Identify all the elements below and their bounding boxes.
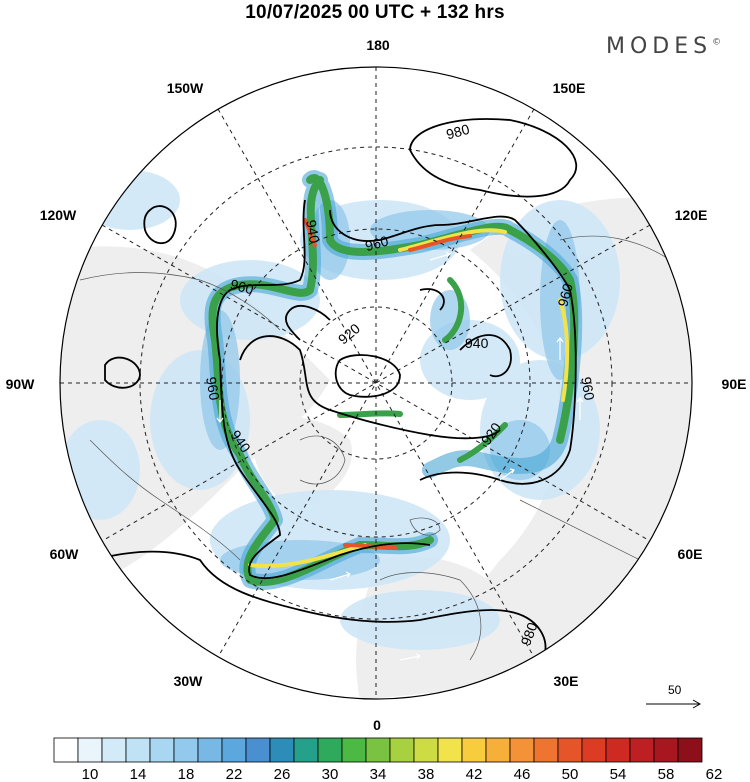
colorbar-swatch: [605, 737, 631, 763]
colorbar-swatch: [557, 737, 583, 763]
lon-label-90w: 90W: [6, 376, 36, 392]
lon-label-150e: 150E: [553, 80, 586, 96]
colorbar-tick-label: 62: [706, 766, 723, 782]
colorbar-tick-label: 10: [82, 766, 99, 782]
colorbar-tick-label: 50: [562, 766, 579, 782]
contour-label: 960: [554, 282, 576, 309]
colorbar-tick-label: 26: [274, 766, 291, 782]
brand-logo: MODES©: [606, 34, 721, 59]
graticule: [60, 67, 692, 699]
colorbar-tick-label: 38: [418, 766, 435, 782]
colorbar-swatch: [149, 737, 175, 763]
colorbar-swatch: [245, 737, 271, 763]
colorbar-tick-label: 42: [466, 766, 483, 782]
lon-label-60w: 60W: [50, 546, 80, 562]
colorbar-swatch: [125, 737, 151, 763]
colorbar-swatch: [365, 737, 391, 763]
map-layers: [60, 67, 692, 699]
lon-label-120w: 120W: [40, 207, 77, 223]
colorbar-swatch: [581, 737, 607, 763]
colorbar-swatch: [77, 737, 103, 763]
contour-label: 940: [465, 335, 489, 351]
contour-label: 980: [444, 121, 471, 143]
colorbar-swatch: [293, 737, 319, 763]
reference-vector-label: 50: [668, 683, 682, 697]
colorbar-labels: 10141822263034384246505458626670: [82, 766, 723, 782]
colorbar-swatch: [461, 737, 487, 763]
lon-label-90e: 90E: [722, 376, 747, 392]
colorbar-swatch: [173, 737, 199, 763]
colorbar-swatch: [197, 737, 223, 763]
colorbar-swatch: [437, 737, 463, 763]
colorbar-swatch: [389, 737, 415, 763]
lon-label-0: 0: [373, 717, 381, 733]
colorbar-tick-label: 58: [658, 766, 675, 782]
lon-label-30e: 30E: [554, 673, 579, 689]
lon-label-120e: 120E: [675, 207, 708, 223]
contour-label: 960: [203, 376, 223, 402]
contour-label: 960: [363, 233, 390, 255]
colorbar-tick-label: 34: [370, 766, 387, 782]
colorbar-tick-label: 14: [130, 766, 147, 782]
colorbar-swatch: [629, 737, 655, 763]
colorbar-swatch: [269, 737, 295, 763]
colorbar-swatch: [677, 737, 703, 763]
colorbar-swatch: [53, 737, 79, 763]
lon-label-180: 180: [366, 37, 390, 53]
colorbar-swatch: [341, 737, 367, 763]
map-boundary: [59, 66, 693, 700]
colorbar-swatch: [221, 737, 247, 763]
colorbar-swatch: [413, 737, 439, 763]
contour-label: 960: [229, 276, 256, 298]
coastlines: [79, 235, 671, 661]
brand-mark: ©: [712, 37, 722, 48]
contour-label: 960: [578, 376, 598, 402]
colorbar-swatch: [533, 737, 559, 763]
colorbar-boxes: [53, 737, 703, 763]
reference-vector: [646, 699, 702, 709]
colorbar-tick-label: 30: [322, 766, 339, 782]
height-contours: [60, 118, 577, 699]
brand-name: MODES: [606, 34, 713, 59]
colorbar-swatch: [509, 737, 535, 763]
colorbar-swatch: [101, 737, 127, 763]
land-greenland: [250, 416, 352, 510]
lon-label-150w: 150W: [167, 80, 204, 96]
contour-label: 940: [303, 219, 323, 245]
colorbar-tick-label: 18: [178, 766, 195, 782]
colorbar-tick-label: 46: [514, 766, 531, 782]
colorbar-swatch: [653, 737, 679, 763]
map-title: 10/07/2025 00 UTC + 132 hrs: [245, 2, 505, 23]
lon-label-30w: 30W: [174, 673, 204, 689]
wind-vectors: [216, 251, 584, 661]
contour-label: 980: [517, 620, 540, 648]
colorbar-swatch: [485, 737, 511, 763]
colorbar-swatch: [317, 737, 343, 763]
lon-label-60e: 60E: [678, 546, 703, 562]
colorbar-tick-label: 54: [610, 766, 627, 782]
colorbar-tick-label: 22: [226, 766, 243, 782]
